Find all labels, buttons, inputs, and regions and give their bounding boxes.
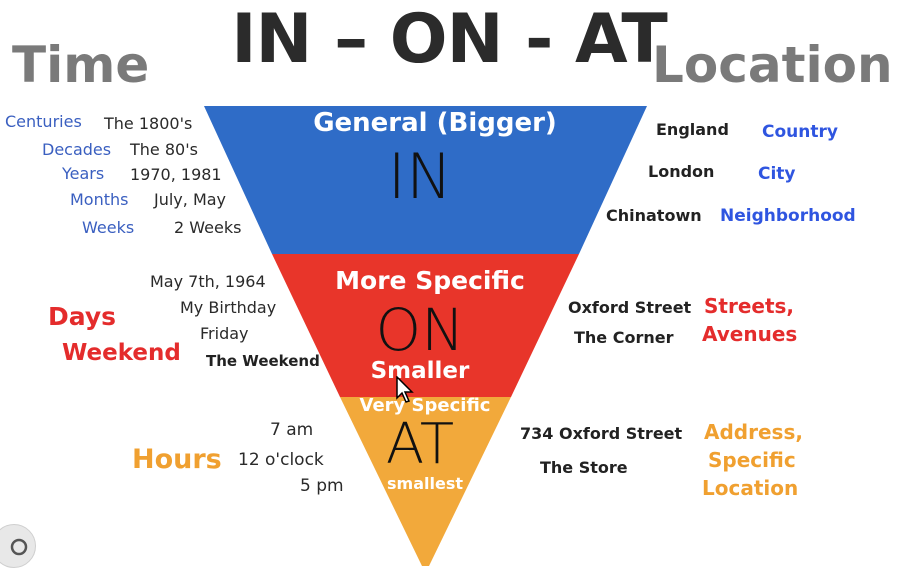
time-on-example: The Weekend [206,352,320,370]
image-search-icon[interactable] [0,524,36,568]
on-caption: More Specific [335,266,525,295]
location-in-example-england: England [656,120,729,139]
in-word: IN [387,140,453,213]
at-band [340,397,511,566]
location-in-label-country: Country [762,122,838,142]
location-in-label-city: City [758,164,796,184]
time-at-label-hours: Hours [132,444,222,475]
time-on-example: Friday [200,324,249,343]
location-at-label-location: Location [702,476,799,500]
time-in-label-centuries: Centuries [5,112,82,131]
time-in-example-years: 1970, 1981 [130,165,222,184]
location-on-label-streets: Streets, [704,294,795,318]
on-band [272,254,579,397]
location-in-label-neighborhood: Neighborhood [720,206,856,226]
time-on-example: My Birthday [180,298,277,317]
time-at-example: 7 am [270,420,314,440]
location-on-label-avenues: Avenues [702,322,798,346]
time-in-example-centuries: The 1800's [104,114,193,133]
location-at-example: The Store [540,458,628,477]
time-in-example-months: July, May [154,190,227,209]
location-at-label-specific: Specific [708,448,796,472]
in-caption: General (Bigger) [313,108,557,138]
on-word: ON [375,296,465,364]
time-in-label-weeks: Weeks [82,218,135,237]
location-on-example: Oxford Street [568,298,692,317]
location-on-example: The Corner [574,328,674,347]
main-title: IN – ON - AT [231,0,668,79]
on-sub: Smaller [370,358,470,384]
at-caption: Very Specific [359,395,491,416]
time-at-example: 12 o'clock [238,450,324,470]
location-in-example-chinatown: Chinatown [606,206,702,225]
time-on-label-weekend: Weekend [62,340,181,366]
time-at-example: 5 pm [300,476,344,496]
time-in-label-months: Months [70,190,129,209]
time-in-example-decades: The 80's [130,140,198,159]
location-at-label-address: Address, [704,420,803,444]
mouse-pointer-icon [396,376,414,403]
time-on-label-days: Days [48,302,117,331]
time-in-example-weeks: 2 Weeks [174,218,242,237]
time-in-label-decades: Decades [42,140,112,159]
time-on-example: May 7th, 1964 [150,272,266,291]
location-at-example: 734 Oxford Street [520,424,683,443]
at-sub: smallest [387,474,463,493]
time-in-label-years: Years [62,164,105,183]
in-band [204,106,647,254]
location-title: Location [652,36,893,94]
time-title: Time [12,36,150,94]
at-word: AT [385,412,455,477]
location-in-example-london: London [648,162,715,181]
